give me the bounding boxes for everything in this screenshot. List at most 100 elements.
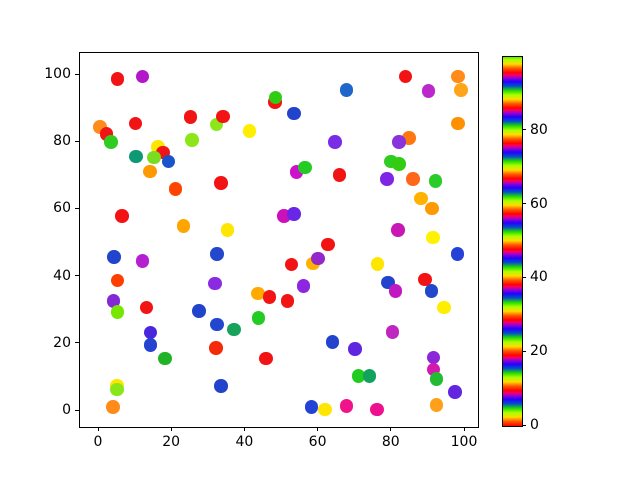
y-tick-label: 40: [53, 267, 71, 284]
scatter-point: [110, 305, 125, 319]
x-tick-label: 100: [450, 434, 478, 450]
scatter-point: [168, 182, 183, 196]
scatter-point: [143, 164, 157, 179]
x-axis-tick: [390, 427, 392, 431]
y-axis-tick: [75, 73, 79, 75]
scatter-point: [280, 294, 295, 308]
scatter-point: [418, 272, 432, 287]
scatter-point: [311, 251, 325, 266]
scatter-point: [259, 351, 273, 365]
y-tick-label: 20: [53, 334, 71, 351]
scatter-point: [406, 172, 420, 186]
y-tick-label: 60: [53, 200, 71, 217]
scatter-point: [251, 286, 265, 301]
colorbar-tick: [522, 276, 526, 278]
scatter-point: [139, 300, 154, 315]
scatter-point: [110, 382, 124, 397]
scatter-point: [277, 209, 291, 223]
scatter-point: [428, 174, 443, 188]
scatter-point: [370, 402, 384, 417]
scatter-point: [325, 335, 340, 349]
scatter-point: [110, 273, 125, 288]
x-axis-tick: [170, 427, 172, 431]
scatter-point: [214, 176, 228, 190]
scatter-point: [110, 72, 125, 86]
scatter-point: [448, 385, 462, 399]
scatter-point: [424, 284, 439, 298]
colorbar-tick: [522, 203, 526, 205]
scatter-point: [115, 209, 129, 223]
y-axis-tick: [75, 409, 79, 411]
scatter-point: [128, 116, 143, 131]
colorbar-tick-label: 60: [530, 195, 548, 212]
scatter-point: [107, 250, 121, 264]
colorbar-tick-label: 40: [530, 269, 548, 286]
scatter-point: [402, 131, 416, 145]
scatter-point: [392, 157, 406, 171]
scatter-point: [158, 351, 172, 365]
y-axis-tick: [75, 342, 79, 344]
scatter-point: [298, 160, 312, 175]
scatter-point: [304, 400, 319, 414]
scatter-point: [183, 110, 198, 124]
y-tick-label: 100: [44, 66, 71, 82]
scatter-point: [339, 399, 354, 413]
x-axis-tick: [97, 427, 99, 431]
y-axis-tick: [75, 140, 79, 142]
scatter-point: [104, 135, 118, 149]
scatter-point: [328, 135, 342, 149]
x-tick-label: 20: [162, 434, 181, 450]
scatter-point: [429, 398, 444, 412]
scatter-point: [392, 135, 406, 149]
scatter-point: [348, 342, 362, 356]
scatter-point: [220, 223, 235, 237]
scatter-point: [176, 219, 191, 233]
scatter-point: [242, 124, 257, 138]
scatter-point: [454, 83, 468, 97]
scatter-point: [388, 284, 403, 298]
scatter-point: [426, 350, 440, 365]
y-tick-label: 80: [53, 133, 71, 150]
scatter-point: [161, 154, 176, 169]
scatter-point: [106, 294, 121, 308]
x-axis-tick: [243, 427, 245, 431]
scatter-point: [147, 150, 161, 165]
scatter-point: [421, 84, 436, 98]
scatter-point: [209, 341, 223, 355]
colorbar-tick: [522, 129, 526, 131]
x-axis-tick: [317, 427, 319, 431]
x-tick-label: 40: [235, 434, 254, 450]
scatter-point: [268, 90, 283, 105]
colorbar-tick-label: 80: [530, 121, 548, 138]
scatter-point: [380, 172, 394, 186]
scatter-point: [216, 109, 230, 124]
scatter-point: [339, 83, 354, 97]
scatter-point: [398, 69, 413, 84]
scatter-point: [332, 168, 347, 182]
scatter-point: [287, 207, 301, 221]
x-tick-label: 60: [308, 434, 327, 450]
colorbar: [502, 56, 523, 427]
scatter-point: [284, 257, 299, 272]
scatter-point: [385, 325, 399, 339]
scatter-point: [210, 247, 224, 261]
scatter-point: [214, 379, 228, 393]
scatter-point: [426, 230, 440, 245]
x-tick-label: 0: [93, 434, 103, 450]
scatter-point: [451, 69, 465, 84]
y-axis-tick: [75, 207, 79, 209]
scatter-point: [425, 201, 439, 216]
scatter-point: [450, 247, 465, 261]
scatter-point: [287, 106, 301, 121]
scatter-point: [321, 237, 335, 252]
colorbar-tick-label: 20: [530, 343, 548, 360]
scatter-point: [429, 372, 444, 386]
scatter-point: [208, 276, 222, 291]
scatter-point: [143, 338, 158, 352]
scatter-point: [262, 290, 277, 304]
colorbar-tick-label: 0: [530, 417, 539, 433]
scatter-point: [370, 257, 385, 271]
x-tick-label: 80: [381, 434, 400, 450]
scatter-point: [362, 369, 377, 383]
colorbar-tick: [522, 424, 526, 426]
